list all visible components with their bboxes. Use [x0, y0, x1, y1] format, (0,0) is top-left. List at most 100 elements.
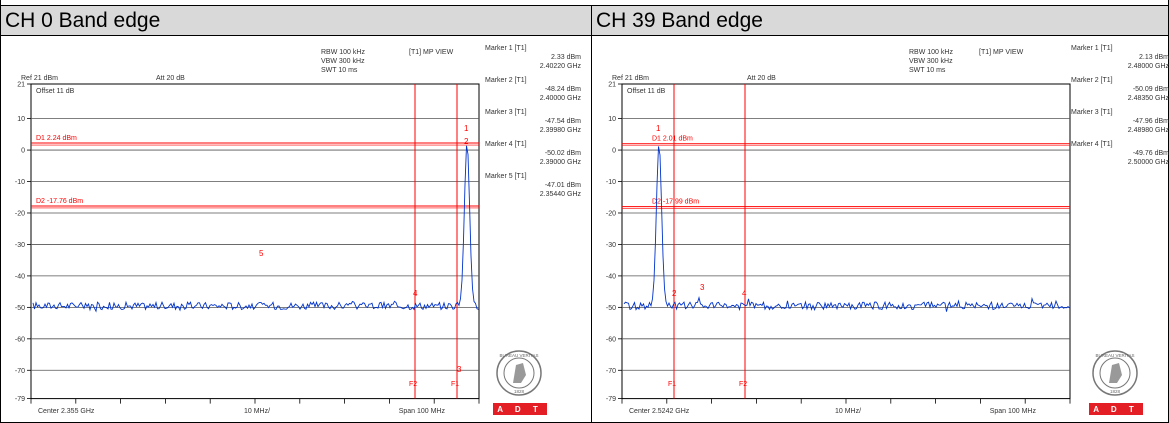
plot-marker-label: 4 [742, 289, 747, 298]
div-label: 10 MHz/ [835, 408, 861, 415]
spectrum-trace [32, 145, 479, 313]
swt-label: SWT 10 ms [321, 67, 358, 74]
seal-ring-text: BUREAU VERITAS [500, 353, 539, 358]
marker-name: Marker 3 [T1] [1071, 109, 1113, 116]
y-tick-label: 0 [612, 148, 616, 155]
grid-frame [30, 83, 480, 400]
y-tick-label: 21 [608, 82, 616, 89]
y-tick-label: 10 [608, 116, 616, 123]
offset-label: Offset 11 dB [627, 88, 666, 95]
y-tick-label: -20 [606, 210, 616, 217]
y-tick-label: -60 [15, 336, 25, 343]
marker-name: Marker 4 [T1] [485, 141, 527, 148]
vbw-label: VBW 300 kHz [321, 58, 365, 65]
vbw-label: VBW 300 kHz [909, 58, 953, 65]
y-tick-label: -30 [15, 242, 25, 249]
attenuation-label: Att 20 dB [747, 75, 776, 82]
grid-frame [621, 83, 1071, 400]
seal-year: 1828 [514, 389, 525, 394]
center-freq-label: Center 2.5242 GHz [629, 408, 690, 415]
y-tick-label: -79 [606, 396, 616, 403]
y-tick-label: -70 [606, 368, 616, 375]
d1-label: D1 2.24 dBm [36, 135, 77, 142]
adt-logo-bar [1089, 403, 1143, 415]
plot-marker-label: 5 [259, 249, 264, 258]
marker-frequency: 2.48350 GHz [1128, 95, 1169, 102]
y-tick-label: -40 [606, 273, 616, 280]
marker-level: -50.02 dBm [545, 150, 581, 157]
bureau-veritas-seal [503, 357, 535, 389]
swt-label: SWT 10 ms [909, 67, 946, 74]
y-tick-label: -40 [15, 273, 25, 280]
marker-name: Marker 4 [T1] [1071, 141, 1113, 148]
marker-level: 2.33 dBm [551, 54, 581, 61]
y-tick-label: -10 [15, 179, 25, 186]
marker-frequency: 2.39980 GHz [540, 127, 582, 134]
plot-marker-label: 2 [672, 289, 677, 298]
plot-marker-label: 1 [656, 124, 661, 133]
y-tick-label: 10 [17, 116, 25, 123]
bureau-veritas-seal [1109, 363, 1122, 383]
view-label: [T1] MP VIEW [979, 49, 1024, 56]
attenuation-label: Att 20 dB [156, 75, 185, 82]
marker-frequency: 2.48000 GHz [1128, 63, 1169, 70]
marker-level: -49.76 dBm [1133, 150, 1169, 157]
plot-marker-label: 4 [413, 289, 418, 298]
seal-ring-text: BUREAU VERITAS [1096, 353, 1135, 358]
d2-label: D2 -17.99 dBm [652, 199, 699, 206]
marker-frequency: 2.40000 GHz [540, 95, 582, 102]
panel-title: CH 0 Band edge [1, 6, 591, 36]
span-label: Span 100 MHz [990, 408, 1037, 415]
seal-year: 1828 [1110, 389, 1121, 394]
frequency-line-label: F1 [668, 381, 676, 388]
marker-name: Marker 2 [T1] [485, 77, 527, 84]
y-tick-label: 21 [17, 82, 25, 89]
adt-logo-bar [493, 403, 547, 415]
marker-frequency: 2.50000 GHz [1128, 159, 1169, 166]
y-tick-label: -10 [606, 179, 616, 186]
div-label: 10 MHz/ [244, 408, 270, 415]
view-label: [T1] MP VIEW [409, 49, 454, 56]
spectrum-plot: RBW 100 kHz VBW 300 kHz SWT 10 ms [T1] MP V… [15, 45, 582, 415]
span-label: Span 100 MHz [399, 408, 446, 415]
plot-marker-label: 2 [464, 137, 469, 146]
marker-level: 2.13 dBm [1139, 54, 1169, 61]
marker-name: Marker 1 [T1] [1071, 45, 1113, 52]
panel-ch39: CH 39 Band edge RBW 100 kHz VBW 300 kHz SW… [591, 6, 1169, 423]
y-tick-label: -50 [15, 305, 25, 312]
marker-name: Marker 5 [T1] [485, 173, 527, 180]
adt-logo-text: A D T [1093, 405, 1139, 414]
y-tick-label: -50 [606, 305, 616, 312]
marker-name: Marker 1 [T1] [485, 45, 527, 52]
plot-marker-label: 1 [464, 124, 469, 133]
plot-marker-label: 3 [700, 283, 705, 292]
marker-level: -50.09 dBm [1133, 86, 1169, 93]
y-tick-label: -30 [606, 242, 616, 249]
y-tick-label: -79 [15, 396, 25, 403]
y-tick-label: -20 [15, 210, 25, 217]
plot-marker-label: 3 [457, 365, 462, 374]
marker-name: Marker 3 [T1] [485, 109, 527, 116]
rbw-label: RBW 100 kHz [909, 49, 953, 56]
bureau-veritas-seal [513, 363, 526, 383]
d1-label: D1 2.01 dBm [652, 136, 693, 143]
frequency-line-label: F2 [739, 381, 747, 388]
marker-frequency: 2.48980 GHz [1128, 127, 1169, 134]
marker-frequency: 2.40220 GHz [540, 63, 582, 70]
ref-level-label: Ref 21 dBm [612, 75, 649, 82]
frequency-line-label: F2 [409, 381, 417, 388]
rbw-label: RBW 100 kHz [321, 49, 365, 56]
y-tick-label: 0 [21, 148, 25, 155]
marker-level: -47.96 dBm [1133, 118, 1169, 125]
marker-level: -47.54 dBm [545, 118, 581, 125]
panel-ch0: CH 0 Band edge RBW 100 kHz VBW 300 kHz SWT… [0, 6, 592, 423]
y-tick-label: -60 [606, 336, 616, 343]
y-tick-label: -70 [15, 368, 25, 375]
marker-frequency: 2.35440 GHz [540, 191, 582, 198]
marker-frequency: 2.39000 GHz [540, 159, 582, 166]
adt-logo-text: A D T [497, 405, 543, 414]
marker-level: -47.01 dBm [545, 182, 581, 189]
frequency-line-label: F1 [451, 381, 459, 388]
marker-name: Marker 2 [T1] [1071, 77, 1113, 84]
ref-level-label: Ref 21 dBm [21, 75, 58, 82]
